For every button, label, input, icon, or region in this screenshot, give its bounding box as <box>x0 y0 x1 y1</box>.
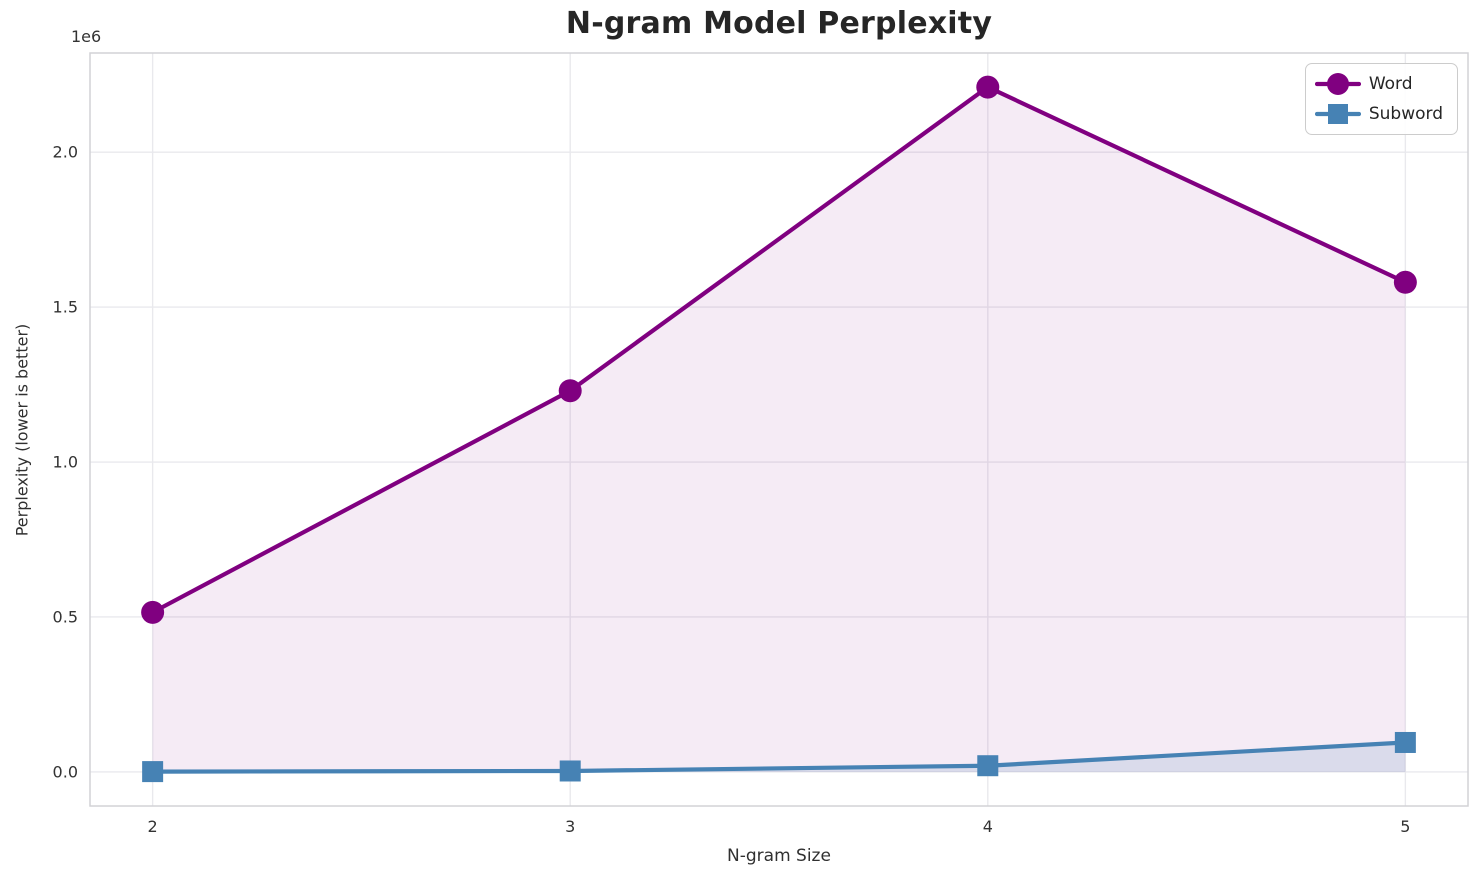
legend-label: Word <box>1368 74 1413 94</box>
y-axis-offset-label: 1e6 <box>71 27 102 46</box>
data-point-word <box>141 600 165 624</box>
x-tick-label: 2 <box>147 817 158 836</box>
plot-background <box>90 53 1468 806</box>
data-point-word <box>558 379 582 403</box>
series-line-word <box>150 84 1408 615</box>
data-point-subword <box>142 761 164 783</box>
x-tick-label: 4 <box>982 817 993 836</box>
data-point-word <box>976 75 1000 99</box>
y-tick-label: 1.5 <box>52 297 78 317</box>
data-point-subword <box>1394 731 1416 753</box>
x-tick-label: 3 <box>565 817 576 836</box>
area-fill-subword <box>152 742 1406 772</box>
legend-entry-subword: Subword <box>1314 101 1443 127</box>
legend-marker-square-icon <box>1314 104 1361 124</box>
data-point-subword <box>977 755 999 777</box>
chart-title: N-gram Model Perplexity <box>565 6 993 41</box>
area-fill-word <box>152 87 1406 772</box>
x-axis-label: N-gram Size <box>727 846 831 866</box>
data-point-subword <box>559 760 581 782</box>
y-tick-label: 1.0 <box>52 452 78 472</box>
series-line-subword <box>150 740 1408 774</box>
axes-border <box>89 52 1469 807</box>
y-tick-label: 0.5 <box>52 607 78 627</box>
legend-entry-word: Word <box>1314 71 1443 97</box>
x-tick-label: 5 <box>1400 817 1411 836</box>
y-tick-label: 2.0 <box>52 142 78 162</box>
data-point-word <box>1393 270 1417 294</box>
y-tick-label: 0.0 <box>52 762 78 782</box>
legend: Word Subword <box>1304 63 1458 135</box>
legend-marker-circle-icon <box>1314 73 1361 95</box>
legend-label: Subword <box>1368 104 1443 124</box>
